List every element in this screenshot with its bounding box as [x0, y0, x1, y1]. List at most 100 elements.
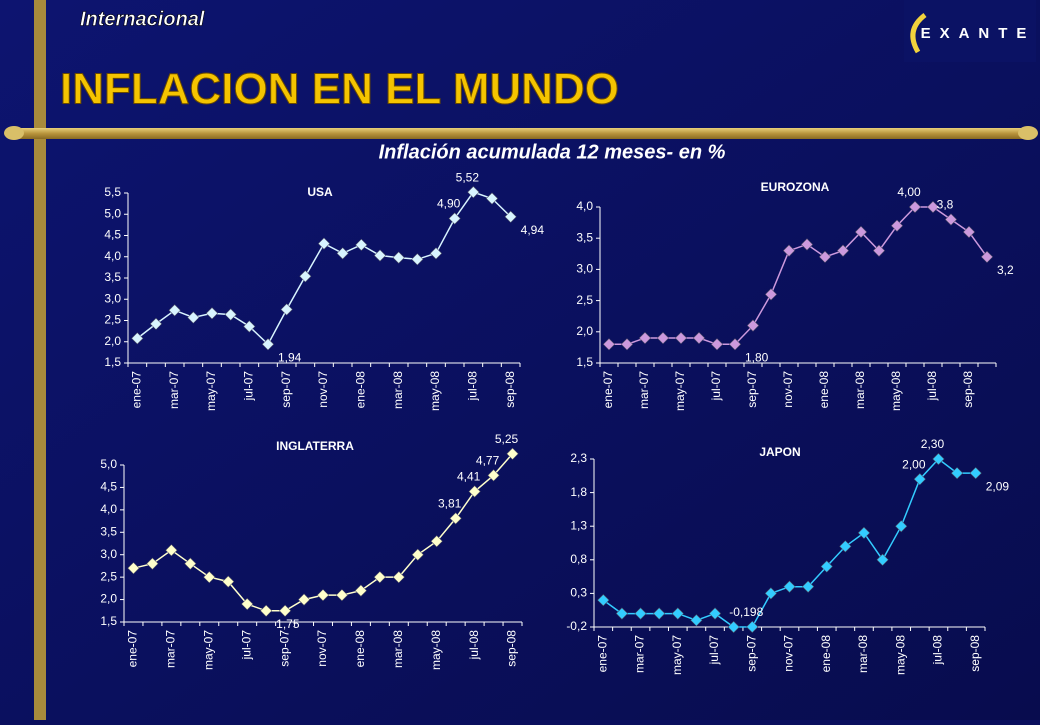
data-point [506, 447, 519, 460]
data-point [727, 620, 740, 634]
data-point [243, 320, 256, 333]
gold-bar-horizontal [8, 128, 1034, 139]
x-tick-label: ene-07 [130, 371, 144, 409]
data-point [615, 607, 628, 620]
x-tick-label: ene-08 [353, 630, 367, 668]
x-tick-label: mar-07 [633, 635, 647, 673]
data-point [890, 219, 904, 232]
gold-bar-vertical [34, 0, 46, 720]
y-tick-label: 0,3 [570, 586, 587, 600]
data-point [913, 473, 926, 486]
y-tick-label: 2,0 [576, 324, 593, 338]
data-label: -0,198 [729, 605, 763, 619]
data-point [241, 598, 254, 611]
y-tick-label: 2,3 [570, 451, 587, 465]
y-tick-label: 2,0 [100, 592, 117, 606]
x-tick-label: sep-07 [744, 635, 758, 672]
y-tick-label: 4,5 [100, 480, 117, 494]
data-point [146, 557, 159, 570]
y-tick-label: 2,5 [576, 293, 593, 307]
y-tick-label: 4,0 [100, 502, 117, 516]
x-tick-label: mar-08 [853, 371, 867, 409]
x-tick-label: may-08 [889, 371, 903, 411]
x-tick-label: may-07 [204, 371, 218, 411]
data-point [429, 247, 443, 260]
data-point [165, 544, 178, 557]
x-tick-label: jul-08 [466, 371, 480, 402]
data-point [449, 512, 462, 525]
data-point [653, 607, 666, 620]
data-point [782, 244, 796, 257]
data-point [818, 250, 832, 263]
x-tick-label: jul-07 [709, 371, 723, 402]
data-label: 4,00 [897, 185, 921, 199]
data-point [430, 535, 443, 548]
data-point [800, 238, 814, 251]
x-tick-label: sep-07 [277, 630, 291, 667]
y-tick-label: 3,5 [576, 230, 593, 244]
data-point [836, 244, 850, 257]
data-point [187, 311, 200, 324]
y-tick-label: 3,5 [100, 524, 117, 538]
data-point [962, 225, 976, 238]
data-point [926, 200, 940, 214]
data-point [316, 589, 330, 602]
logo-swoosh [910, 13, 927, 54]
data-point [224, 308, 237, 321]
x-tick-label: mar-08 [391, 371, 405, 409]
data-label: 3,2 [997, 263, 1014, 277]
y-tick-label: 1,5 [576, 355, 593, 369]
x-tick-label: ene-07 [595, 635, 609, 673]
y-tick-label: 3,0 [576, 262, 593, 276]
data-point [709, 607, 722, 620]
data-point [876, 553, 889, 566]
x-tick-label: ene-07 [601, 371, 615, 409]
data-point [411, 548, 424, 561]
x-tick-label: sep-08 [961, 371, 975, 408]
data-point [839, 540, 852, 553]
y-tick-label: 4,0 [576, 199, 593, 213]
x-tick-label: mar-08 [856, 635, 870, 673]
chart-title: JAPON [759, 445, 800, 459]
chart-title: USA [307, 185, 333, 199]
data-point [280, 303, 293, 316]
data-point [485, 192, 499, 205]
y-tick-label: 1,3 [570, 518, 587, 532]
data-label: 2,30 [921, 437, 945, 451]
y-tick-label: 2,5 [100, 569, 117, 583]
data-point [392, 571, 405, 584]
section-label: Internacional [80, 8, 205, 30]
data-point [692, 332, 706, 345]
data-point [373, 571, 386, 584]
data-label: 4,77 [476, 453, 500, 467]
data-label: 3,8 [937, 198, 954, 212]
data-point [222, 575, 235, 588]
data-point [373, 249, 387, 262]
x-tick-label: ene-08 [817, 371, 831, 409]
data-point [764, 288, 778, 301]
x-tick-label: sep-07 [745, 371, 759, 408]
logo-box [904, 0, 1036, 62]
data-point [638, 332, 652, 345]
data-point [355, 238, 368, 251]
data-point [980, 250, 994, 263]
data-point [149, 317, 163, 330]
data-point [783, 580, 796, 593]
data-point [802, 580, 815, 593]
y-tick-label: 3,5 [104, 270, 121, 284]
x-tick-label: may-08 [428, 371, 442, 411]
data-point [690, 614, 703, 627]
data-point [261, 338, 275, 351]
data-point [969, 467, 982, 480]
x-tick-label: may-08 [893, 635, 907, 675]
x-tick-label: sep-08 [503, 371, 517, 408]
x-tick-label: nov-07 [316, 371, 330, 408]
y-tick-label: 0,8 [570, 552, 587, 566]
x-tick-label: mar-07 [167, 371, 181, 409]
data-point [671, 607, 684, 620]
data-point [872, 244, 886, 257]
data-point [203, 571, 216, 584]
data-label: 1,94 [278, 350, 302, 364]
x-tick-label: ene-07 [126, 630, 140, 668]
